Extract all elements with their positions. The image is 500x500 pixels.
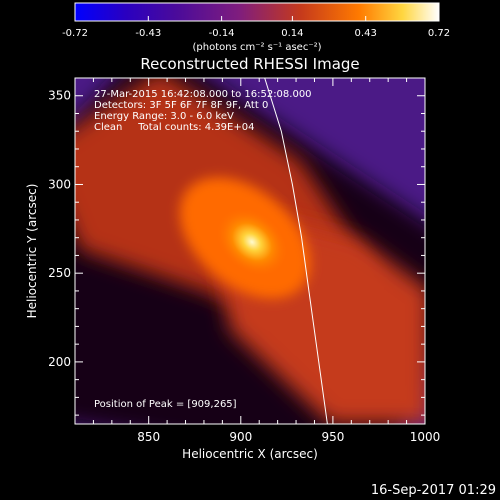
x-axis-label: Heliocentric X (arcsec): [182, 447, 318, 461]
x-tick-label: 900: [229, 430, 252, 444]
annotation-detectors: Detectors: 3F 5F 6F 7F 8F 9F, Att 0: [94, 100, 268, 111]
y-tick-label: 250: [48, 266, 71, 280]
colorbar-tick-label: 0.14: [281, 28, 303, 39]
timestamp: 16-Sep-2017 01:29: [371, 483, 496, 498]
colorbar-tick-label: -0.14: [209, 28, 235, 39]
emission-core: [215, 207, 289, 277]
colorbar-tick-label: -0.43: [135, 28, 161, 39]
plot-frame: [74, 77, 426, 425]
colorbar-units: (photons cm⁻² s⁻¹ asec⁻²): [192, 42, 321, 53]
annotation-time: 27-Mar-2015 16:42:08.000 to 16:52:08.000: [94, 89, 312, 100]
colorbar-tick-label: 0.72: [428, 28, 450, 39]
annotation-energy: Energy Range: 3.0 - 6.0 keV: [94, 111, 234, 122]
y-axis-label: Heliocentric Y (arcsec): [25, 184, 39, 319]
image-area: [75, 78, 425, 424]
x-tick-label: 950: [321, 430, 344, 444]
solar-limb-line: [264, 78, 328, 424]
chart-title: Reconstructed RHESSI Image: [140, 55, 359, 73]
colorbar: [75, 3, 439, 21]
axis-ticks: 850 900 950 1000 200 250 300 350: [48, 77, 441, 444]
colorbar-tick-label: -0.72: [62, 28, 88, 39]
colorbar-tick-label: 0.43: [355, 28, 377, 39]
x-tick-label: 850: [137, 430, 160, 444]
y-tick-label: 300: [48, 177, 71, 191]
y-tick-label: 350: [48, 89, 71, 103]
x-tick-label: 1000: [410, 430, 441, 444]
y-tick-label: 200: [48, 355, 71, 369]
colorbar-frame: [74, 2, 440, 22]
annotation-peak: Position of Peak = [909,265]: [94, 399, 237, 410]
colorbar-ticks: -0.72 -0.43 -0.14 0.14 0.43 0.72: [62, 16, 450, 39]
annotation-clean: Clean Total counts: 4.39E+04: [94, 122, 254, 133]
